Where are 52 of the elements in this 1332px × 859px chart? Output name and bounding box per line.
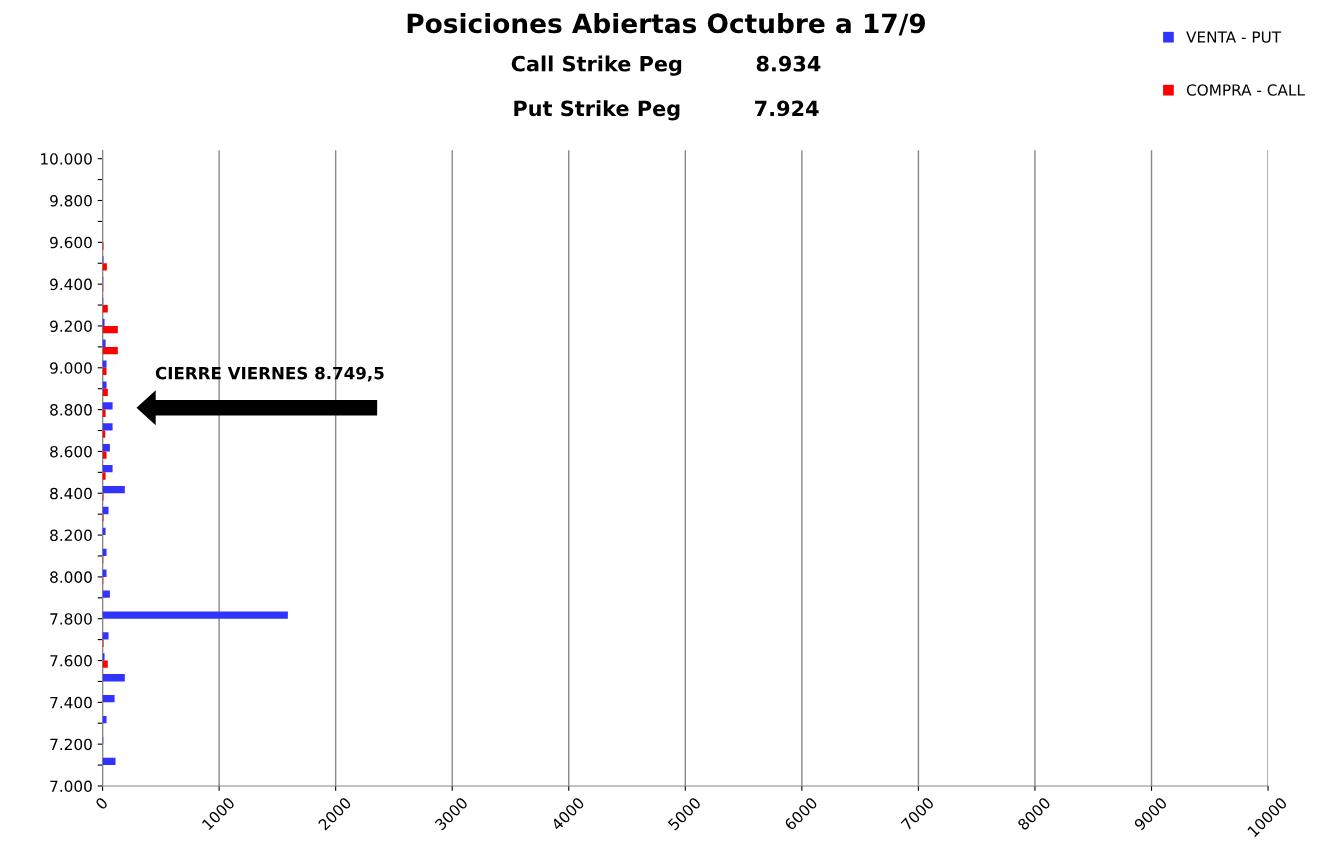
bar xyxy=(102,757,116,766)
y-tick-label: 9.200 xyxy=(50,320,92,332)
y-tick-label: 9.000 xyxy=(50,362,92,374)
bar xyxy=(102,305,108,313)
bar xyxy=(102,569,107,577)
y-tick-label: 9.800 xyxy=(50,194,92,207)
bar xyxy=(102,423,113,431)
bar xyxy=(102,409,106,417)
x-tick-label: 0 xyxy=(94,796,109,811)
text: Put Strike Peg 7.924 xyxy=(514,100,819,121)
bar xyxy=(102,472,106,480)
text: Call Strike Peg 8.934 xyxy=(511,55,821,76)
bar xyxy=(102,674,125,682)
bar xyxy=(102,590,110,598)
y-tick-label: 8.800 xyxy=(50,404,92,416)
y-tick-label: 7.800 xyxy=(50,613,92,625)
y-tick-label: 7.400 xyxy=(50,696,92,709)
bar xyxy=(102,381,107,389)
y-tick-label: 8.000 xyxy=(50,571,92,583)
y-tick-label: 7.600 xyxy=(50,654,92,667)
chart-title: Posiciones Abiertas Octubre a 17/9 xyxy=(407,12,926,36)
annotation: CIERRE VIERNES 8.749,5 xyxy=(155,366,384,382)
bar xyxy=(102,444,110,452)
bar xyxy=(102,611,288,619)
bar xyxy=(102,465,113,473)
bar xyxy=(102,367,107,376)
y-tick-label: 8.200 xyxy=(50,529,92,542)
bar xyxy=(102,506,109,515)
y-tick-label: 7.000 xyxy=(50,780,92,793)
y-tick-label: 8.400 xyxy=(50,487,92,500)
bar xyxy=(102,715,107,724)
legend-label: COMPRA - CALL xyxy=(1186,84,1305,96)
bar xyxy=(102,632,109,640)
bar xyxy=(102,548,107,556)
bar xyxy=(102,346,118,355)
bar xyxy=(102,451,107,459)
bar xyxy=(102,339,106,347)
bar xyxy=(102,485,125,494)
y-tick-label: 7.200 xyxy=(50,738,92,751)
bar xyxy=(102,402,113,410)
bar xyxy=(102,695,115,703)
y-tick-label: 9.600 xyxy=(50,236,92,249)
bar xyxy=(102,660,108,668)
bar xyxy=(102,325,118,334)
legend-label: VENTA - PUT xyxy=(1186,31,1282,43)
bar xyxy=(102,388,108,397)
y-tick-label: 9.400 xyxy=(50,278,92,291)
bar xyxy=(102,263,107,271)
bar xyxy=(102,527,106,536)
y-tick-label: 10.000 xyxy=(41,153,92,165)
y-tick-label: 8.600 xyxy=(50,445,92,458)
bar xyxy=(102,360,107,368)
